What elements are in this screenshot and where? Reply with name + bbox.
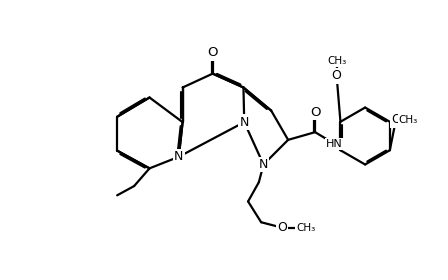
Text: CH₃: CH₃ <box>399 115 418 125</box>
Text: O: O <box>277 221 287 234</box>
Text: CH₃: CH₃ <box>327 55 346 66</box>
Text: N: N <box>259 158 268 171</box>
Text: N: N <box>174 150 184 163</box>
Text: CH₃: CH₃ <box>296 223 315 233</box>
Text: O: O <box>207 46 218 59</box>
Text: O: O <box>391 113 401 126</box>
Text: N: N <box>240 116 249 129</box>
Text: O: O <box>332 69 341 82</box>
Text: O: O <box>310 106 320 119</box>
Text: HN: HN <box>326 139 343 149</box>
